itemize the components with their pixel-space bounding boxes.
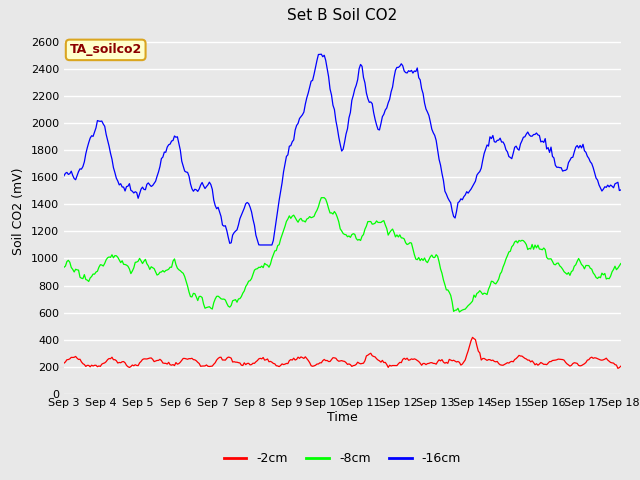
- Title: Set B Soil CO2: Set B Soil CO2: [287, 9, 397, 24]
- X-axis label: Time: Time: [327, 411, 358, 424]
- Text: TA_soilco2: TA_soilco2: [70, 43, 142, 56]
- Legend: -2cm, -8cm, -16cm: -2cm, -8cm, -16cm: [219, 447, 466, 470]
- Y-axis label: Soil CO2 (mV): Soil CO2 (mV): [12, 168, 26, 255]
